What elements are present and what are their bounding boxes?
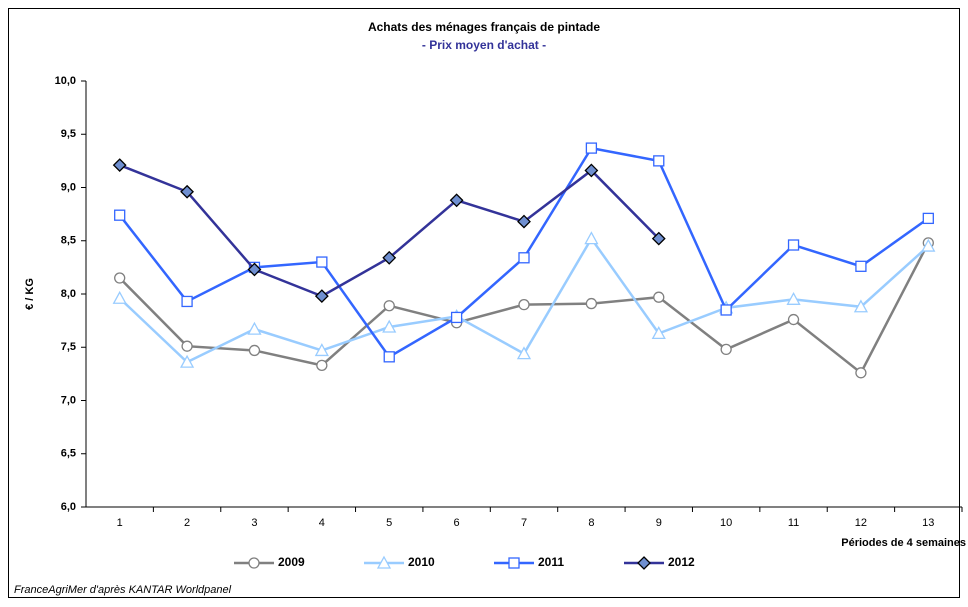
data-point (112, 290, 127, 304)
data-point (855, 260, 867, 272)
data-point (382, 250, 397, 265)
x-tick-label: 4 (319, 517, 325, 529)
data-point (383, 300, 395, 312)
data-point (112, 158, 127, 173)
x-tick-label: 7 (521, 517, 527, 529)
y-tick-label: 9,0 (61, 181, 76, 193)
legend-marker (508, 557, 520, 569)
source-note: FranceAgriMer d'après KANTAR Worldpanel (14, 584, 232, 596)
data-point (921, 238, 936, 252)
data-point (518, 252, 530, 264)
legend-label: 2011 (538, 555, 564, 569)
y-tick-label: 6,0 (61, 501, 76, 513)
chart-subtitle: - Prix moyen d'achat - (422, 38, 546, 52)
data-point (584, 163, 599, 178)
y-tick-label: 6,5 (61, 448, 76, 460)
x-tick-label: 8 (588, 517, 594, 529)
data-point (651, 326, 666, 340)
x-tick-label: 11 (788, 517, 799, 529)
data-point (922, 212, 934, 225)
data-point (853, 299, 869, 313)
data-point (316, 256, 328, 268)
data-point (518, 298, 530, 311)
x-tick-label: 10 (720, 517, 732, 529)
data-point (855, 367, 867, 379)
data-point (516, 346, 532, 360)
data-point (114, 209, 126, 221)
x-tick-label: 5 (386, 517, 392, 529)
legend-label: 2009 (278, 555, 305, 569)
data-point (247, 262, 262, 277)
legend-marker (248, 557, 260, 569)
data-point (382, 319, 397, 333)
x-tick-label: 13 (922, 517, 934, 529)
legend-label: 2012 (668, 555, 695, 569)
data-point (720, 304, 732, 316)
x-tick-label: 3 (251, 517, 257, 529)
y-axis-label: € / KG (24, 278, 36, 310)
y-tick-label: 8,0 (61, 288, 76, 300)
y-tick-label: 8,5 (61, 235, 76, 247)
data-point (651, 231, 666, 246)
data-point (179, 354, 195, 368)
data-point (314, 289, 329, 304)
data-point (248, 344, 261, 357)
x-axis-label: Périodes de 4 semaines (841, 537, 966, 549)
data-point (787, 313, 800, 326)
legend-label: 2010 (408, 555, 435, 569)
y-tick-label: 10,0 (55, 75, 76, 87)
chart-frame (8, 8, 960, 598)
data-point (449, 193, 464, 208)
data-point (720, 343, 732, 356)
data-point (653, 155, 665, 167)
x-tick-label: 6 (454, 517, 460, 529)
data-point (247, 321, 262, 335)
y-tick-label: 7,5 (61, 341, 76, 353)
data-point (450, 311, 463, 324)
x-tick-label: 2 (184, 517, 190, 529)
chart-title: Achats des ménages français de pintade (368, 20, 600, 34)
data-point (786, 291, 801, 305)
data-point (314, 343, 329, 357)
y-tick-label: 9,5 (61, 128, 76, 140)
data-point (181, 295, 193, 308)
x-tick-label: 12 (855, 517, 867, 529)
data-point (316, 359, 328, 372)
data-point (383, 351, 395, 363)
data-point (653, 291, 665, 303)
y-tick-label: 7,0 (61, 394, 76, 406)
data-point (517, 214, 531, 229)
data-point (114, 272, 126, 284)
x-tick-label: 9 (656, 517, 662, 529)
data-point (181, 340, 193, 352)
x-tick-label: 1 (117, 517, 123, 529)
legend-marker (376, 555, 392, 569)
data-point (180, 184, 194, 199)
data-point (584, 231, 599, 245)
data-point (585, 297, 598, 310)
legend-marker (637, 556, 651, 570)
data-point (585, 142, 598, 154)
data-point (787, 239, 800, 251)
